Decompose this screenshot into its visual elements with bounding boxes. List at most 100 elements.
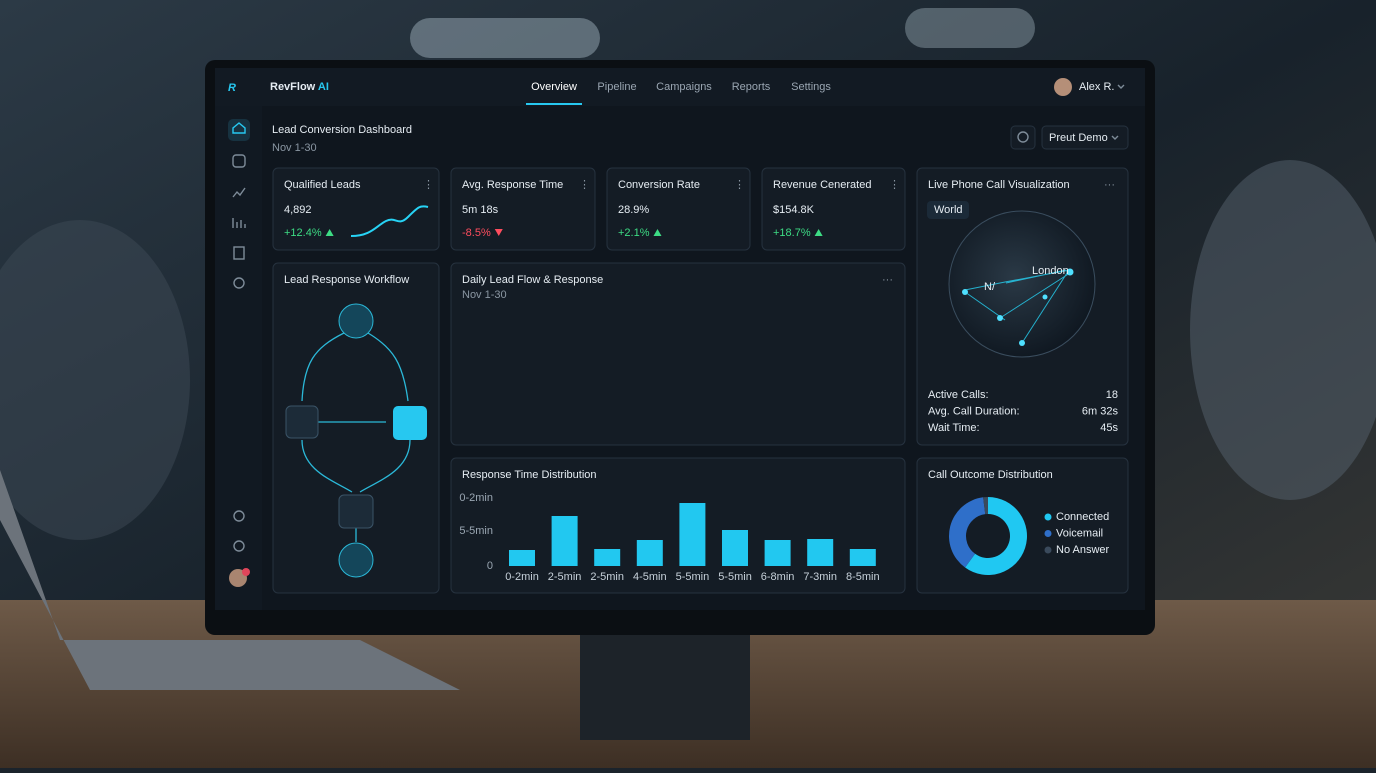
stat-label: Wait Time: [928, 422, 980, 434]
region-label[interactable]: World [934, 204, 963, 216]
active-tab-underline [526, 103, 582, 105]
sidebar [215, 106, 262, 610]
city-label: N/ [984, 281, 996, 293]
ceiling-light [905, 8, 1035, 48]
help-icon[interactable] [233, 540, 245, 552]
bar-chart-title: Response Time Distribution [462, 469, 597, 481]
logo: R [228, 82, 236, 94]
bar [509, 550, 535, 566]
call-node [393, 406, 427, 440]
donut-slice [983, 497, 988, 515]
brand-name: RevFlow [270, 81, 316, 93]
kpi-value: 5m 18s [462, 204, 499, 216]
legend-swatch [1044, 513, 1052, 521]
stat-value: 6m 32s [1082, 405, 1119, 417]
legend-swatch [1044, 546, 1052, 554]
demo-button[interactable] [1041, 125, 1129, 150]
brand-suffix: AI [318, 81, 329, 93]
donut-slice [948, 497, 986, 568]
refresh-icon [1017, 131, 1029, 143]
x-tick-label: 2-5min [590, 571, 624, 583]
kpi-menu: ⋮ [423, 179, 434, 191]
nav-tab[interactable]: Overview [531, 81, 577, 93]
legend-label: Voicemail [1056, 527, 1103, 539]
kpi-change: +2.1% [618, 227, 650, 239]
kpi-change: +12.4% [284, 227, 322, 239]
legend-label: No Answer [1056, 544, 1110, 556]
analytics-icon[interactable] [232, 187, 246, 198]
nav-tab[interactable]: Reports [732, 81, 771, 93]
bar [679, 503, 706, 566]
nav-tab[interactable]: Pipeline [597, 81, 636, 93]
bar [807, 539, 834, 566]
globe [948, 210, 1096, 358]
city-label: London [1032, 265, 1069, 277]
kpi-label: Qualified Leads [284, 179, 361, 191]
region-badge[interactable] [927, 201, 969, 219]
monitor-stand [580, 630, 750, 740]
y-label: 5-5min [459, 525, 493, 537]
stat-value: 45s [1100, 422, 1118, 434]
demo-caret [1111, 135, 1119, 140]
home-icon[interactable] [232, 122, 246, 134]
user-avatar[interactable] [1054, 78, 1072, 96]
blurred-person [0, 220, 190, 540]
kpi-value: 4,892 [284, 204, 312, 216]
kpi-label: Avg. Response Time [462, 179, 563, 191]
user-menu-caret[interactable] [1117, 84, 1125, 89]
workflow-diagram [285, 303, 427, 578]
leads-icon[interactable] [232, 154, 246, 168]
page-title: Lead Conversion Dashboard [272, 124, 412, 136]
stat-label: Active Calls: [928, 389, 989, 401]
kpi-change: -8.5% [462, 227, 491, 239]
calls-title: Live Phone Call Visualization [928, 179, 1070, 191]
more-menu[interactable]: ··· [882, 274, 893, 286]
settings-icon[interactable] [233, 277, 245, 289]
workflow-title: Lead Response Workflow [284, 274, 409, 286]
bar [551, 516, 578, 566]
kpi-card [450, 167, 596, 251]
x-tick-label: 4-5min [633, 571, 667, 583]
brand: RevFlow AI [270, 81, 329, 93]
user-name[interactable]: Alex R. [1079, 81, 1114, 93]
x-tick-label: 2-5min [548, 571, 582, 583]
call-arcs [964, 269, 1071, 344]
legend-label: Connected [1056, 511, 1109, 523]
refresh-button[interactable] [1010, 125, 1036, 150]
page-subtitle: Nov 1-30 [272, 142, 317, 154]
kpi-card [606, 167, 751, 251]
trend-arrow [325, 229, 334, 236]
kpi-menu: ⋮ [734, 179, 745, 191]
call-points [962, 268, 1074, 346]
sparkline [350, 205, 429, 237]
y-label: 0-2min [459, 492, 493, 504]
x-tick-label: 5-5min [676, 571, 710, 583]
reports-icon[interactable] [232, 218, 246, 228]
trend-arrow [494, 229, 503, 236]
outcome-node [338, 542, 374, 578]
demo-button-label[interactable]: Preut Demo [1049, 132, 1108, 144]
bar [764, 540, 791, 566]
kpi-card [761, 167, 906, 251]
notification-dot [242, 568, 250, 576]
stat-value: 18 [1106, 389, 1118, 401]
x-tick-label: 5-5min [718, 571, 752, 583]
line-chart-subtitle: Nov 1-30 [462, 289, 507, 301]
support-icon[interactable] [233, 510, 245, 522]
line-chart-card [450, 262, 906, 446]
nav-bar [215, 68, 1145, 106]
buildings-icon[interactable] [233, 246, 245, 260]
bar [636, 540, 663, 566]
bar [849, 549, 876, 566]
kpi-value: 28.9% [618, 204, 649, 216]
kpi-menu: ⋮ [579, 179, 590, 191]
nav-tab[interactable]: Settings [791, 81, 831, 93]
kpi-card [272, 167, 440, 251]
leads-node [338, 303, 374, 339]
workflow-connectors [301, 332, 411, 542]
nav-tab[interactable]: Campaigns [656, 81, 712, 93]
more-menu[interactable]: ··· [1104, 179, 1115, 191]
kpi-change: +18.7% [773, 227, 811, 239]
